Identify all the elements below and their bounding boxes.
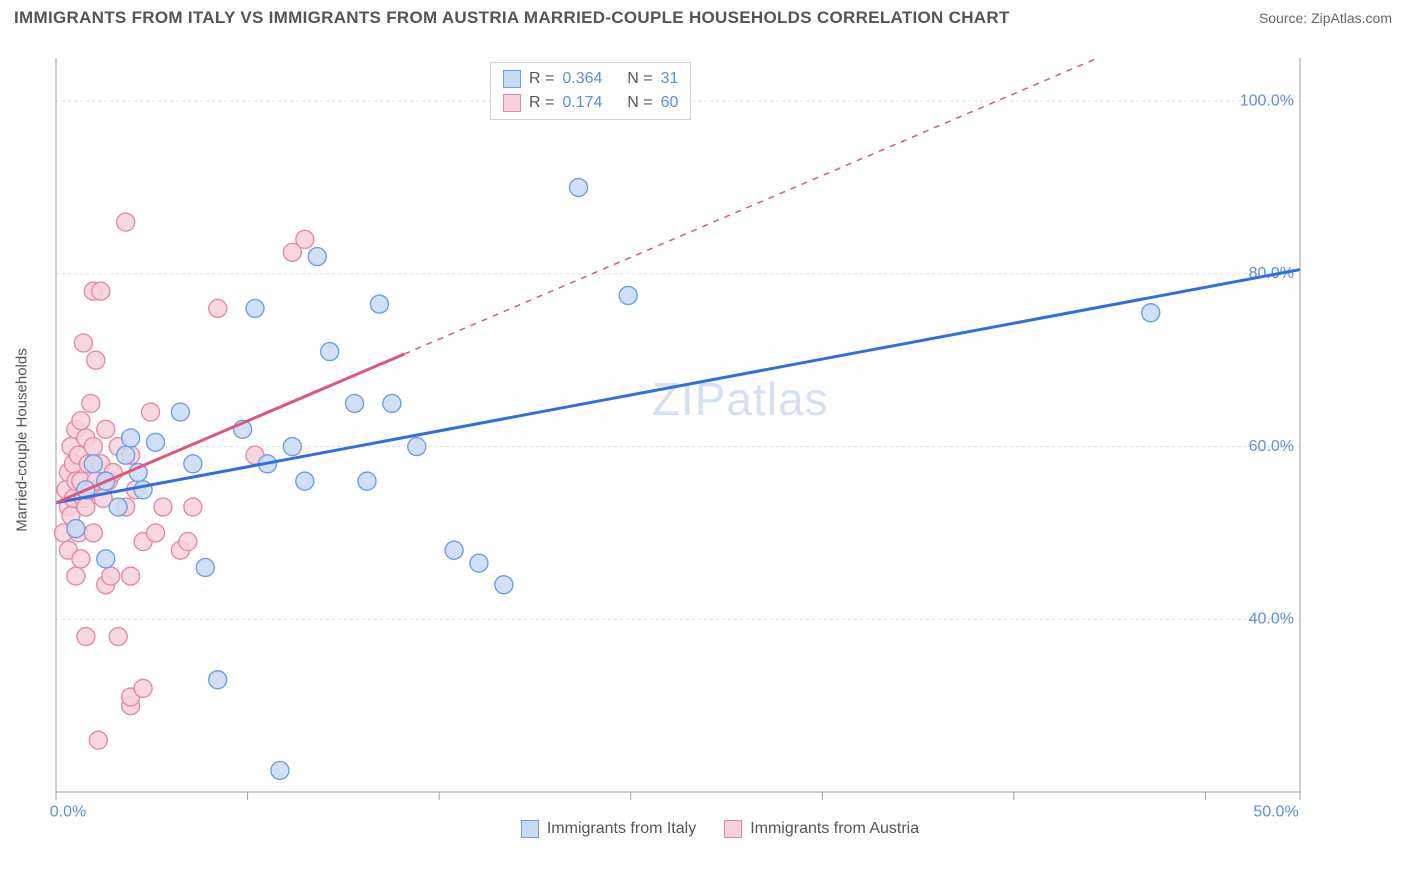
point-italy	[84, 455, 102, 473]
point-italy	[358, 472, 376, 490]
point-austria	[82, 394, 100, 412]
scatter-plot-svg: 40.0%60.0%80.0%100.0%0.0%50.0%ZIPatlas	[50, 40, 1390, 840]
y-tick-label: 100.0%	[1240, 92, 1294, 109]
legend-correlation-row: R = 0.364 N = 31	[503, 67, 678, 91]
point-italy	[209, 671, 227, 689]
point-austria	[117, 213, 135, 231]
legend-r-value: 0.364	[562, 67, 602, 91]
point-italy	[184, 455, 202, 473]
point-italy	[370, 295, 388, 313]
point-italy	[67, 520, 85, 538]
point-italy	[321, 343, 339, 361]
point-austria	[179, 533, 197, 551]
legend-r-label: R =	[529, 91, 554, 115]
point-austria	[184, 498, 202, 516]
point-austria	[77, 498, 95, 516]
correlation-legend: R = 0.364 N = 31 R = 0.174 N = 60	[490, 62, 691, 120]
point-austria	[67, 567, 85, 585]
legend-r-value: 0.174	[562, 91, 602, 115]
point-austria	[72, 550, 90, 568]
chart-title: IMMIGRANTS FROM ITALY VS IMMIGRANTS FROM…	[14, 8, 1010, 28]
point-austria	[296, 230, 314, 248]
point-italy	[171, 403, 189, 421]
point-italy	[1142, 304, 1160, 322]
point-italy	[109, 498, 127, 516]
point-italy	[117, 446, 135, 464]
legend-swatch	[503, 94, 521, 112]
point-austria	[97, 420, 115, 438]
legend-n-label: N =	[627, 91, 652, 115]
point-austria	[87, 351, 105, 369]
legend-swatch	[724, 820, 742, 838]
legend-correlation-row: R = 0.174 N = 60	[503, 91, 678, 115]
point-italy	[147, 433, 165, 451]
point-italy	[408, 438, 426, 456]
point-italy	[470, 554, 488, 572]
legend-series-item: Immigrants from Italy	[521, 820, 696, 838]
point-italy	[246, 299, 264, 317]
point-italy	[97, 550, 115, 568]
legend-r-label: R =	[529, 67, 554, 91]
point-austria	[84, 524, 102, 542]
watermark: ZIPatlas	[652, 373, 829, 425]
trendline-italy	[56, 270, 1300, 503]
point-austria	[84, 438, 102, 456]
point-italy	[196, 558, 214, 576]
y-axis-label: Married-couple Households	[14, 348, 31, 531]
series-legend: Immigrants from Italy Immigrants from Aus…	[50, 820, 1390, 838]
point-italy	[346, 394, 364, 412]
point-austria	[209, 299, 227, 317]
legend-swatch	[503, 70, 521, 88]
point-austria	[154, 498, 172, 516]
legend-series-label: Immigrants from Austria	[750, 820, 919, 838]
point-italy	[283, 438, 301, 456]
legend-series-label: Immigrants from Italy	[547, 820, 696, 838]
point-austria	[142, 403, 160, 421]
y-tick-label: 60.0%	[1249, 438, 1294, 455]
plot-area: Married-couple Households 40.0%60.0%80.0…	[50, 40, 1390, 840]
point-austria	[134, 679, 152, 697]
point-austria	[92, 282, 110, 300]
point-italy	[495, 576, 513, 594]
point-austria	[72, 412, 90, 430]
point-italy	[296, 472, 314, 490]
legend-series-item: Immigrants from Austria	[724, 820, 919, 838]
point-austria	[102, 567, 120, 585]
legend-n-value: 31	[661, 67, 679, 91]
point-italy	[122, 429, 140, 447]
point-italy	[569, 179, 587, 197]
point-italy	[308, 248, 326, 266]
legend-swatch	[521, 820, 539, 838]
source-attribution: Source: ZipAtlas.com	[1259, 10, 1392, 26]
x-tick-label: 50.0%	[1253, 803, 1298, 820]
point-italy	[134, 481, 152, 499]
point-italy	[271, 761, 289, 779]
point-austria	[122, 567, 140, 585]
x-tick-label: 0.0%	[50, 803, 86, 820]
point-austria	[74, 334, 92, 352]
point-austria	[147, 524, 165, 542]
legend-n-value: 60	[661, 91, 679, 115]
legend-n-label: N =	[627, 67, 652, 91]
point-austria	[89, 731, 107, 749]
point-austria	[77, 628, 95, 646]
point-austria	[109, 628, 127, 646]
point-italy	[445, 541, 463, 559]
point-italy	[619, 286, 637, 304]
y-tick-label: 40.0%	[1249, 611, 1294, 628]
point-italy	[383, 394, 401, 412]
